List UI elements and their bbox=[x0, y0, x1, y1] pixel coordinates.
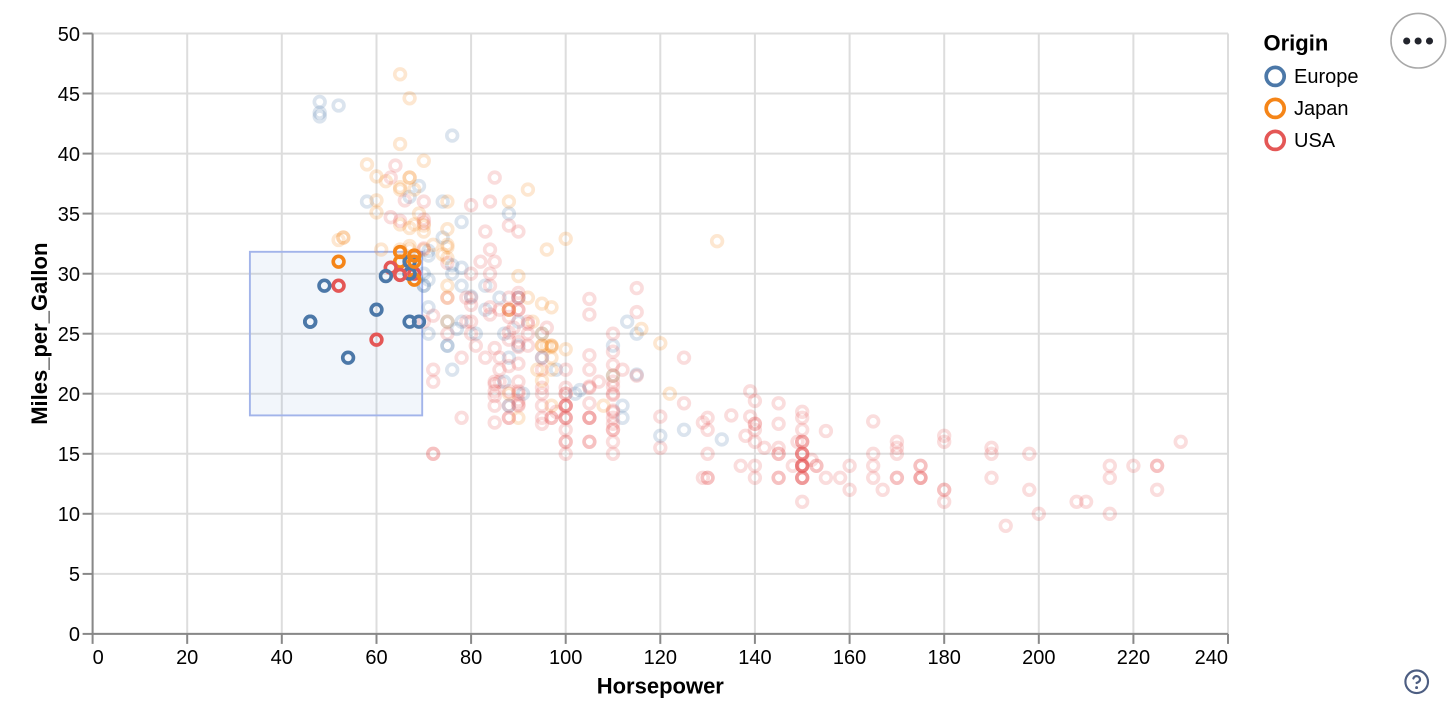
svg-text:25: 25 bbox=[58, 324, 80, 346]
svg-text:0: 0 bbox=[93, 647, 104, 669]
svg-text:120: 120 bbox=[644, 647, 677, 669]
svg-text:Japan: Japan bbox=[1294, 98, 1349, 120]
svg-text:Origin: Origin bbox=[1264, 30, 1329, 55]
svg-text:Horsepower: Horsepower bbox=[597, 674, 725, 699]
svg-text:45: 45 bbox=[58, 84, 80, 106]
svg-text:80: 80 bbox=[460, 647, 482, 669]
svg-text:160: 160 bbox=[833, 647, 866, 669]
svg-text:35: 35 bbox=[58, 204, 80, 226]
svg-text:Miles_per_Gallon: Miles_per_Gallon bbox=[27, 243, 52, 425]
svg-text:40: 40 bbox=[58, 144, 80, 166]
svg-text:Europe: Europe bbox=[1294, 66, 1359, 88]
svg-text:30: 30 bbox=[58, 264, 80, 286]
svg-text:USA: USA bbox=[1294, 130, 1336, 152]
svg-text:20: 20 bbox=[176, 647, 198, 669]
svg-text:0: 0 bbox=[69, 624, 80, 646]
svg-text:50: 50 bbox=[58, 24, 80, 46]
svg-text:10: 10 bbox=[58, 504, 80, 526]
svg-text:60: 60 bbox=[365, 647, 387, 669]
svg-text:180: 180 bbox=[928, 647, 961, 669]
svg-text:20: 20 bbox=[58, 384, 80, 406]
svg-text:15: 15 bbox=[58, 444, 80, 466]
svg-text:220: 220 bbox=[1117, 647, 1150, 669]
svg-text:40: 40 bbox=[271, 647, 293, 669]
svg-text:240: 240 bbox=[1195, 647, 1228, 669]
svg-text:140: 140 bbox=[738, 647, 771, 669]
svg-text:100: 100 bbox=[549, 647, 582, 669]
svg-text:5: 5 bbox=[69, 564, 80, 586]
svg-text:200: 200 bbox=[1022, 647, 1055, 669]
